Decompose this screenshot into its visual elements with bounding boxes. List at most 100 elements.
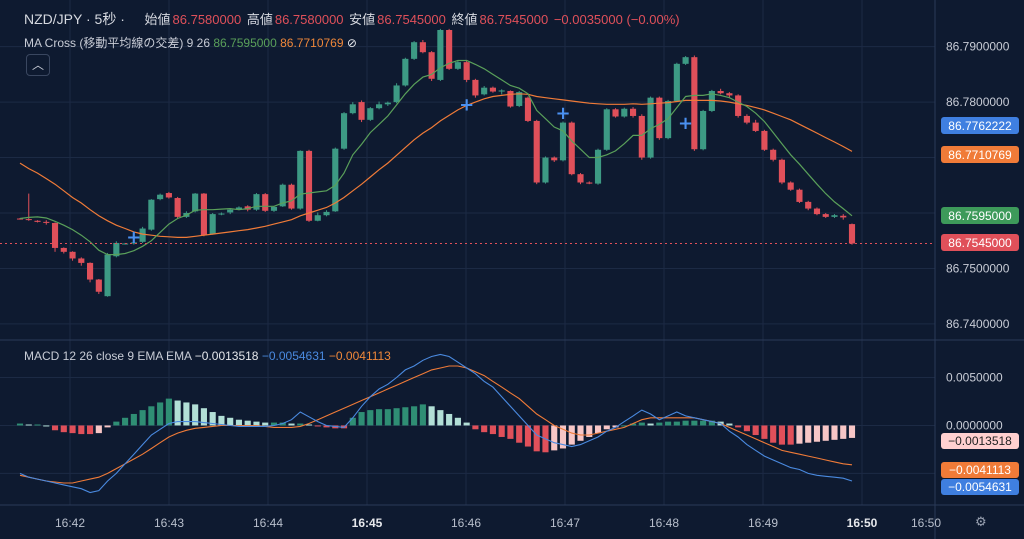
candle-body [735, 95, 742, 116]
macd-hist-bar [568, 425, 575, 445]
macd-legend[interactable]: MACD 12 26 close 9 EMA EMA −0.0013518 −0… [24, 349, 391, 363]
macd-hist-bar [130, 413, 137, 426]
macd-hist-bar [472, 425, 479, 430]
cross-marker: + [555, 103, 570, 124]
candle-body [340, 113, 348, 149]
candle-body [428, 52, 435, 79]
candle-body [594, 149, 602, 184]
settings-gear-icon[interactable]: ⚙ [975, 514, 987, 529]
time-tick-label: 16:45 [352, 516, 383, 530]
candle-body [192, 193, 199, 212]
macd-hist-bar [524, 425, 532, 447]
macd-hist-bar [227, 417, 234, 426]
macd-hist-bar [770, 425, 777, 443]
candle-body [297, 150, 304, 209]
macd-hist-bar [51, 425, 59, 431]
candle-body [822, 214, 829, 217]
symbol-label[interactable]: NZD/JPY · 5秒 · [24, 11, 125, 27]
candle-body [174, 198, 181, 217]
collapse-chevron-up-icon[interactable]: ︿ [26, 54, 50, 76]
macd-hist-bar [428, 406, 435, 426]
macd-hist-bar [673, 421, 680, 426]
candle-body [533, 120, 540, 183]
macd-hist-bar [463, 422, 470, 426]
hide-indicator-icon[interactable]: ⊘ [346, 36, 357, 50]
macd-hist-bar [454, 417, 461, 426]
ma-cross-name: MA Cross (移動平均線の交差) 9 26 [24, 36, 211, 50]
candle-body [472, 79, 479, 96]
macd-line-value: −0.0054631 [261, 349, 326, 363]
price-badge-label: 86.7595000 [948, 209, 1012, 223]
macd-hist-bar [323, 425, 330, 428]
candle-body [559, 122, 567, 161]
candle-body [16, 218, 24, 220]
candle-body [367, 108, 374, 120]
macd-hist-bar [577, 425, 584, 441]
candle-body [60, 247, 67, 252]
macd-hist-bar [305, 424, 313, 426]
macd-hist-bar [735, 425, 742, 428]
macd-hist-bar [270, 422, 278, 426]
candle-body [726, 93, 733, 96]
macd-name: MACD 12 26 close 9 EMA EMA [24, 349, 192, 363]
slow-ma-value: 86.7710769 [280, 36, 344, 50]
macd-hist-bar [16, 423, 24, 426]
candle-body [393, 85, 400, 103]
macd-hist-bar [691, 420, 698, 426]
macd-badge [941, 433, 1019, 449]
macd-badge-label: −0.0041113 [949, 463, 1011, 477]
candle-body [69, 251, 76, 259]
macd-hist-bar [314, 425, 321, 427]
macd-hist-bar [192, 404, 199, 426]
macd-hist-bar [743, 425, 750, 432]
macd-hist-bar [848, 425, 856, 438]
ma-cross-legend[interactable]: MA Cross (移動平均線の交差) 9 26 86.7595000 86.7… [24, 34, 357, 51]
cross-marker: + [459, 94, 474, 115]
macd-hist-bar [244, 420, 251, 426]
macd-hist-bar [358, 412, 365, 426]
candle-body [78, 258, 85, 263]
macd-hist-bar [218, 415, 225, 426]
macd-hist-bar [638, 422, 645, 426]
candle-body [218, 213, 225, 215]
macd-hist-bar [349, 417, 356, 426]
macd-hist-bar [43, 425, 50, 427]
candle-body [551, 157, 558, 161]
macd-hist-bar [831, 425, 838, 440]
candle-body [358, 102, 365, 120]
time-tick-label: 16:50 [911, 516, 941, 530]
macd-hist-bar [367, 410, 374, 426]
candle-body [673, 63, 680, 101]
candle-body [270, 206, 278, 211]
candle-body [227, 209, 234, 213]
macd-hist-value: −0.0013518 [194, 349, 259, 363]
macd-hist-bar [69, 425, 76, 434]
change-value: −0.0035000 (−0.00%) [553, 12, 680, 27]
candle-body [691, 57, 698, 150]
macd-hist-bar [822, 425, 829, 441]
macd-hist-bar [594, 425, 602, 434]
macd-hist-bar [612, 425, 619, 428]
macd-badge-label: −0.0013518 [948, 434, 1012, 448]
candle-body [700, 110, 707, 150]
candle-body [665, 100, 672, 139]
candle-body [419, 42, 426, 53]
candle-body [253, 194, 260, 210]
candle-body [577, 174, 584, 183]
macd-badge-label: −0.0054631 [948, 480, 1012, 494]
candle-body [603, 109, 610, 150]
price-badge-label: 86.7710769 [948, 148, 1012, 162]
candle-body [446, 30, 453, 69]
macd-hist-bar [586, 425, 593, 437]
macd-hist-bar [551, 425, 558, 451]
macd-hist-bar [682, 420, 689, 426]
price-badge [941, 146, 1019, 163]
price-tick-label: 86.7800000 [946, 95, 1010, 109]
candle-body [647, 97, 654, 158]
candle-body [524, 97, 532, 121]
time-tick-label: 16:46 [451, 516, 481, 530]
candle-body [95, 279, 102, 292]
candle-body [25, 219, 32, 221]
candle-body [235, 207, 243, 210]
